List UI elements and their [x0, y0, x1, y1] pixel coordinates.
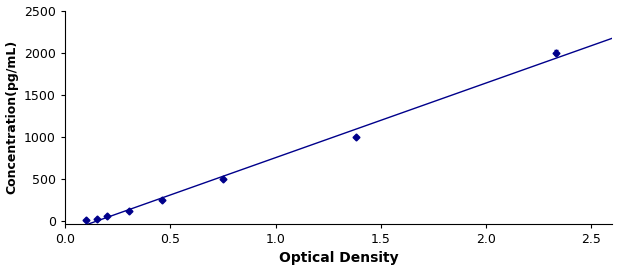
X-axis label: Optical Density: Optical Density	[279, 251, 399, 265]
Y-axis label: Concentration(pg/mL): Concentration(pg/mL)	[6, 40, 19, 194]
